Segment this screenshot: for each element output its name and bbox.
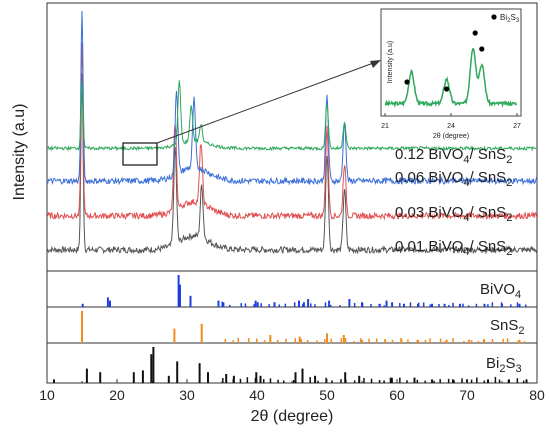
series-line-1	[46, 43, 538, 221]
ref-label-2: Bi2S3	[486, 355, 522, 375]
ref-label-0: BiVO4	[480, 281, 521, 301]
inset-legend-label: Bi2S3	[500, 13, 520, 24]
x-tick-label-6: 70	[459, 387, 475, 403]
inset-x-title: 2θ (degree)	[433, 133, 469, 140]
inset-frame	[380, 8, 522, 117]
ref-label-1: SnS2	[490, 317, 524, 337]
inset-x-tick-label-1: 24	[447, 123, 455, 130]
series-group	[46, 10, 538, 255]
series-label-2: 0.06 BiVO4/ SnS2	[395, 169, 512, 189]
inset-plot: 21 24 27 2θ (degree) Intensity (a.u) Bi2S3	[380, 8, 522, 140]
zoom-region-box	[122, 142, 158, 166]
x-axis-title: 2θ (degree)	[251, 408, 334, 425]
reference-group	[53, 275, 528, 383]
x-tick-label-4: 50	[319, 387, 335, 403]
x-tick-label-0: 10	[39, 387, 55, 403]
series-labels: 0.01 BiVO4/ SnS2 0.03 BiVO4/ SnS2 0.06 BiV…	[395, 146, 512, 258]
series-line-3	[46, 80, 538, 152]
x-tick-label-1: 20	[109, 387, 125, 403]
ref-panel-bi2s3	[46, 342, 538, 384]
zoom-arrowhead-icon	[370, 60, 381, 68]
inset-line	[384, 48, 518, 109]
inset-x-tick-label-0: 21	[381, 123, 389, 130]
reference-labels: BiVO4 SnS2 Bi2S3	[480, 281, 524, 375]
series-label-1: 0.03 BiVO4/ SnS2	[395, 204, 512, 224]
inset-legend-marker-icon	[491, 14, 497, 20]
x-axis: 10 20 30 40 50 60 70 80	[39, 379, 545, 403]
inset-marker-3	[479, 46, 485, 52]
inset-x-tick-label-2: 27	[513, 123, 521, 130]
x-tick-label-7: 80	[529, 387, 545, 403]
ref-panel-bivo4	[46, 270, 538, 308]
inset-marker-1	[444, 86, 450, 92]
x-tick-label-5: 60	[389, 387, 405, 403]
series-line-2	[46, 10, 538, 186]
series-label-3: 0.12 BiVO4/ SnS2	[395, 146, 512, 166]
inset-y-title: Intensity (a.u)	[387, 41, 394, 83]
inset-marker-2	[472, 30, 478, 36]
zoom-arrow-line	[156, 61, 377, 144]
ref-panel-sns2	[46, 306, 538, 344]
y-axis-title: Intensity (a.u)	[11, 104, 28, 201]
inset-marker-0	[404, 79, 410, 85]
series-label-0: 0.01 BiVO4/ SnS2	[395, 238, 512, 258]
x-tick-label-2: 30	[179, 387, 195, 403]
series-line-0	[46, 73, 538, 255]
x-tick-label-3: 40	[249, 387, 265, 403]
